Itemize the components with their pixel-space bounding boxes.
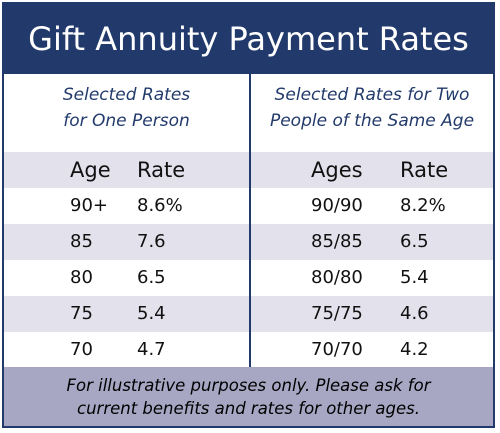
right-rate: 8.2% xyxy=(400,195,446,216)
left-age: 75 xyxy=(70,303,93,324)
footer-line2: current benefits and rates for other age… xyxy=(77,398,420,418)
page-title: Gift Annuity Payment Rates xyxy=(28,20,469,58)
column-divider xyxy=(249,74,251,367)
rates-card: Gift Annuity Payment Rates Selected Rate… xyxy=(2,2,495,428)
right-rate: 5.4 xyxy=(400,267,429,288)
left-rate: 5.4 xyxy=(137,303,166,324)
left-header-rate: Rate xyxy=(137,158,186,182)
left-subtitle: Selected Rates for One Person xyxy=(4,82,249,148)
right-rate: 4.6 xyxy=(400,303,429,324)
left-subtitle-line2: for One Person xyxy=(63,111,190,131)
right-subtitle-line2: People of the Same Age xyxy=(269,111,475,131)
right-header-rate: Rate xyxy=(400,158,449,182)
footer-note: For illustrative purposes only. Please a… xyxy=(4,367,493,426)
header-row: Age Rate Ages Rate xyxy=(4,152,493,188)
right-header-ages: Ages xyxy=(311,158,363,182)
table-row: 70 4.7 70/70 4.2 xyxy=(4,332,493,368)
right-rate: 4.2 xyxy=(400,339,429,360)
left-age: 70 xyxy=(70,339,93,360)
title-bar: Gift Annuity Payment Rates xyxy=(4,4,493,74)
left-rate: 4.7 xyxy=(137,339,166,360)
table-row: 90+ 8.6% 90/90 8.2% xyxy=(4,188,493,224)
left-header-age: Age xyxy=(70,158,111,182)
left-rate: 6.5 xyxy=(137,267,166,288)
left-age: 80 xyxy=(70,267,93,288)
right-ages: 70/70 xyxy=(311,339,363,360)
left-subtitle-line1: Selected Rates xyxy=(62,85,191,105)
right-ages: 90/90 xyxy=(311,195,363,216)
left-rate: 8.6% xyxy=(137,195,183,216)
right-ages: 85/85 xyxy=(311,231,363,252)
table-row: 80 6.5 80/80 5.4 xyxy=(4,260,493,296)
left-age: 90+ xyxy=(70,195,108,216)
right-subtitle: Selected Rates for Two People of the Sam… xyxy=(251,82,493,148)
right-ages: 75/75 xyxy=(311,303,363,324)
table-row: 85 7.6 85/85 6.5 xyxy=(4,224,493,260)
footer-line1: For illustrative purposes only. Please a… xyxy=(66,375,431,395)
right-subtitle-line1: Selected Rates for Two xyxy=(274,85,470,105)
table-row: 75 5.4 75/75 4.6 xyxy=(4,296,493,332)
right-ages: 80/80 xyxy=(311,267,363,288)
left-rate: 7.6 xyxy=(137,231,166,252)
left-age: 85 xyxy=(70,231,93,252)
right-rate: 6.5 xyxy=(400,231,429,252)
